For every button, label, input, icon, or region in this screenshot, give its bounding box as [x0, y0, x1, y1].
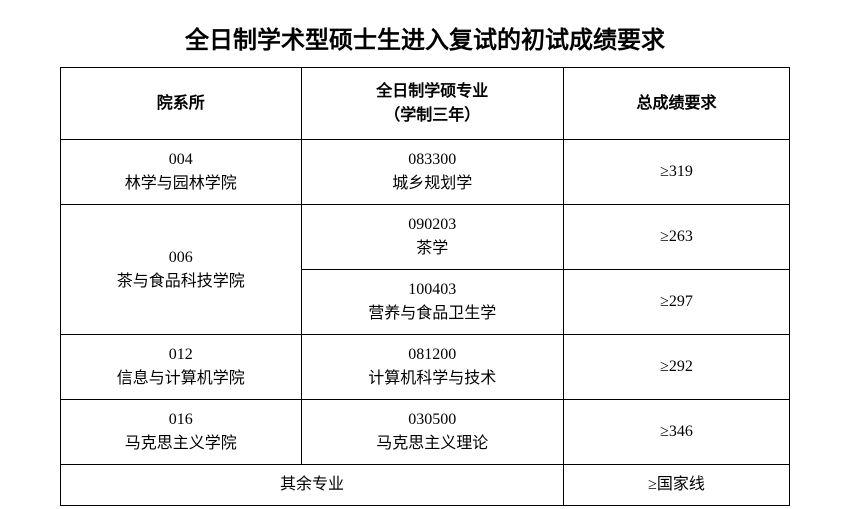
score-cell: ≥346: [564, 400, 790, 465]
header-major-line2: （学制三年）: [308, 104, 557, 128]
score-cell: ≥297: [564, 270, 790, 335]
dept-name: 马克思主义学院: [67, 432, 295, 456]
footer-label: 其余专业: [61, 465, 564, 506]
major-cell: 083300 城乡规划学: [301, 140, 563, 205]
major-code: 030500: [308, 408, 557, 432]
major-cell: 100403 营养与食品卫生学: [301, 270, 563, 335]
table-row: 016 马克思主义学院 030500 马克思主义理论 ≥346: [61, 400, 790, 465]
table-row: 006 茶与食品科技学院 090203 茶学 ≥263: [61, 205, 790, 270]
major-cell: 090203 茶学: [301, 205, 563, 270]
table-footer-row: 其余专业 ≥国家线: [61, 465, 790, 506]
score-cell: ≥319: [564, 140, 790, 205]
major-code: 083300: [308, 148, 557, 172]
header-major: 全日制学硕专业 （学制三年）: [301, 68, 563, 140]
dept-code: 016: [67, 408, 295, 432]
score-cell: ≥263: [564, 205, 790, 270]
major-name: 马克思主义理论: [308, 432, 557, 456]
major-code: 100403: [308, 278, 557, 302]
major-cell: 030500 马克思主义理论: [301, 400, 563, 465]
dept-cell: 016 马克思主义学院: [61, 400, 302, 465]
dept-cell: 006 茶与食品科技学院: [61, 205, 302, 335]
major-name: 茶学: [308, 237, 557, 261]
major-cell: 081200 计算机科学与技术: [301, 335, 563, 400]
page-title: 全日制学术型硕士生进入复试的初试成绩要求: [60, 20, 790, 55]
table-header-row: 院系所 全日制学硕专业 （学制三年） 总成绩要求: [61, 68, 790, 140]
major-code: 090203: [308, 213, 557, 237]
header-score: 总成绩要求: [564, 68, 790, 140]
table-row: 012 信息与计算机学院 081200 计算机科学与技术 ≥292: [61, 335, 790, 400]
dept-name: 林学与园林学院: [67, 172, 295, 196]
table-row: 004 林学与园林学院 083300 城乡规划学 ≥319: [61, 140, 790, 205]
score-table: 院系所 全日制学硕专业 （学制三年） 总成绩要求 004 林学与园林学院 083…: [60, 67, 790, 506]
major-code: 081200: [308, 343, 557, 367]
dept-name: 信息与计算机学院: [67, 367, 295, 391]
major-name: 计算机科学与技术: [308, 367, 557, 391]
score-cell: ≥292: [564, 335, 790, 400]
major-name: 营养与食品卫生学: [308, 302, 557, 326]
header-dept: 院系所: [61, 68, 302, 140]
dept-name: 茶与食品科技学院: [67, 270, 295, 294]
dept-cell: 004 林学与园林学院: [61, 140, 302, 205]
dept-code: 006: [67, 246, 295, 270]
header-major-line1: 全日制学硕专业: [308, 80, 557, 104]
major-name: 城乡规划学: [308, 172, 557, 196]
dept-code: 012: [67, 343, 295, 367]
dept-cell: 012 信息与计算机学院: [61, 335, 302, 400]
footer-score: ≥国家线: [564, 465, 790, 506]
dept-code: 004: [67, 148, 295, 172]
